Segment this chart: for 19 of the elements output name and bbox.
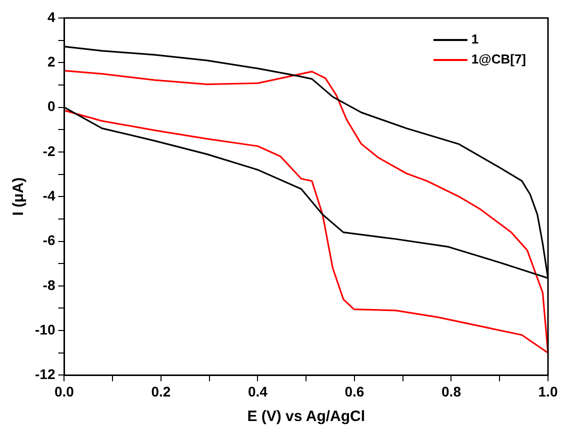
x-tick-label: 0.2 <box>151 383 171 400</box>
y-tick-label: 4 <box>47 8 56 25</box>
x-tick-label: 0.6 <box>344 383 364 400</box>
y-tick-label: -2 <box>42 142 56 159</box>
y-tick-label: -4 <box>42 187 56 204</box>
x-tick-label: 0.8 <box>442 383 462 400</box>
y-tick-label: -6 <box>42 232 56 248</box>
y-tick-label: 2 <box>47 54 56 70</box>
y-tick-label: 0 <box>47 98 56 114</box>
y-tick-label: -10 <box>35 321 56 338</box>
x-tick-label: 1.0 <box>538 383 558 400</box>
x-tick-label: 0.0 <box>54 383 74 400</box>
legend-label: 1@CB[7] <box>471 52 526 67</box>
x-tick-label: 0.4 <box>248 383 268 400</box>
y-axis-title: I (μA) <box>10 177 28 216</box>
legend-label: 1 <box>471 32 479 47</box>
y-tick-label: -8 <box>42 276 56 293</box>
y-tick-label: -12 <box>35 366 56 382</box>
x-axis-title: E (V) vs Ag/AgCl <box>247 408 366 426</box>
